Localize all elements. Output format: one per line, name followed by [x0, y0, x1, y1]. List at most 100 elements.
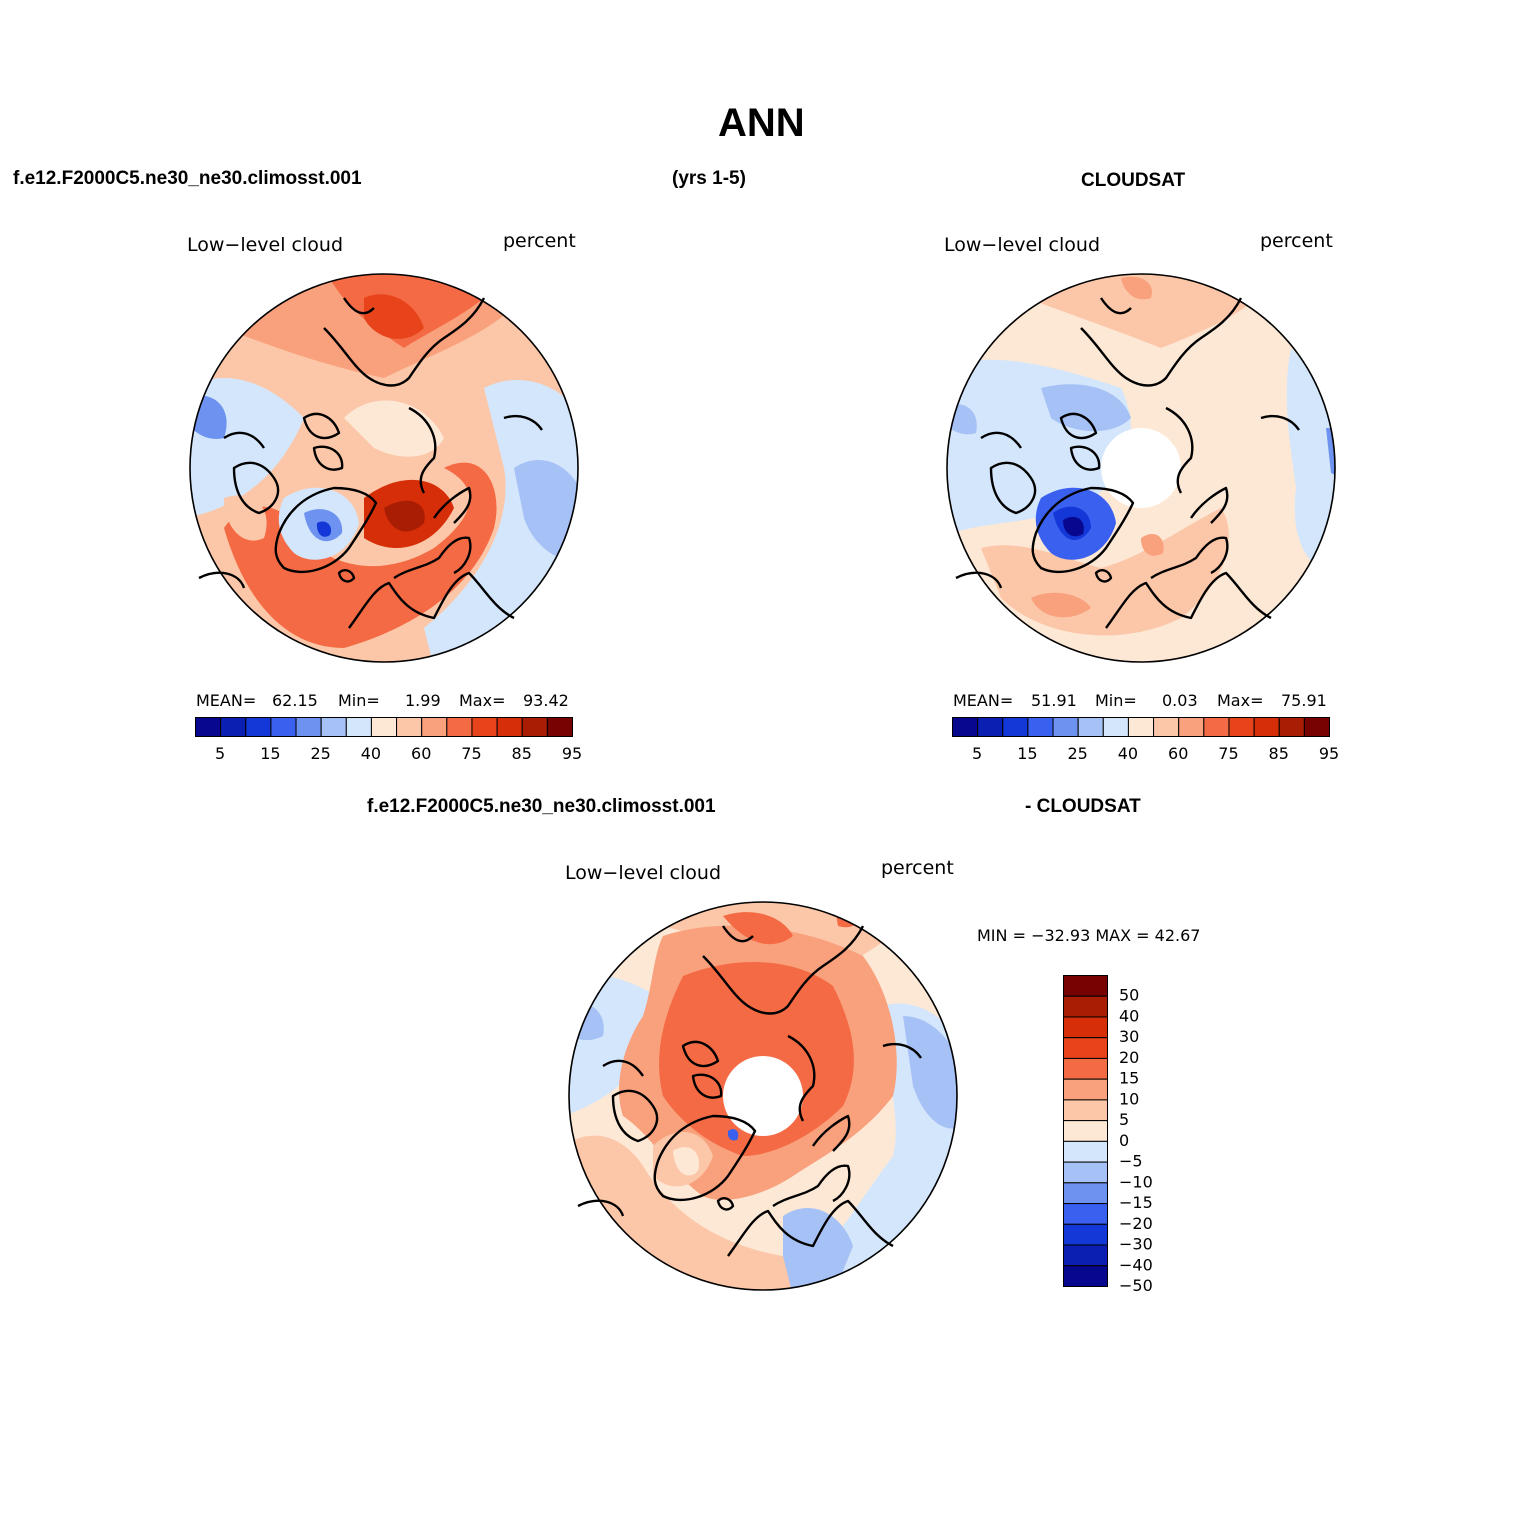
diff-colorbar-swatch	[1063, 1182, 1108, 1205]
diff-colorbar-tick-label: −30	[1119, 1235, 1153, 1254]
model-colorbar-swatch	[195, 717, 222, 737]
obs-colorbar-tick-label: 75	[1218, 744, 1238, 763]
diff-colorbar-tick-label: −40	[1119, 1255, 1153, 1274]
diff-colorbar-swatch	[1063, 975, 1108, 997]
diff-colorbar-swatch	[1063, 1161, 1108, 1184]
obs-colorbar-tick-label: 40	[1118, 744, 1138, 763]
obs-colorbar-swatch	[1127, 717, 1155, 737]
diff-colorbar-tick-label: −15	[1119, 1193, 1153, 1212]
model-colorbar-swatch	[320, 717, 347, 737]
diff-colorbar-tick-label: 30	[1119, 1027, 1139, 1046]
model-colorbar-swatch	[421, 717, 448, 737]
obs-colorbar-tick-label: 95	[1319, 744, 1339, 763]
obs-colorbar-swatch	[1102, 717, 1129, 737]
diff-colorbar-tick-label: −10	[1119, 1172, 1153, 1191]
obs-colorbar: 5 15 25 40 60 75 85 95	[952, 717, 1339, 763]
diff-colorbar-tick-label: −50	[1119, 1276, 1153, 1295]
model-mean-value: 62.15	[272, 691, 318, 710]
obs-polar-map	[946, 273, 1336, 663]
model-colorbar-swatch	[270, 717, 297, 737]
obs-min-value: 0.03	[1162, 691, 1198, 710]
obs-colorbar-swatch	[977, 717, 1004, 737]
diff-colorbar-swatch	[1063, 1140, 1108, 1163]
model-colorbar-swatch	[521, 717, 548, 737]
obs-max-label: Max=	[1217, 691, 1264, 710]
diff-colorbar-tick-label: 15	[1119, 1069, 1139, 1088]
model-colorbar-swatch	[370, 717, 398, 737]
diff-obs-name: - CLOUDSAT	[1025, 796, 1141, 817]
obs-colorbar-tick-label: 15	[1017, 744, 1037, 763]
obs-colorbar-swatch	[1002, 717, 1029, 737]
model-colorbar-swatch	[496, 717, 523, 737]
model-colorbar-swatch	[220, 717, 247, 737]
obs-colorbar-swatch	[1203, 717, 1230, 737]
model-max-value: 93.42	[523, 691, 569, 710]
diff-colorbar-tick-label: 20	[1119, 1048, 1139, 1067]
diff-colorbar-swatch	[1063, 995, 1108, 1018]
obs-mean-value: 51.91	[1031, 691, 1077, 710]
obs-colorbar-swatch	[1303, 717, 1330, 737]
obs-colorbar-swatch	[1253, 717, 1280, 737]
model-colorbar-tick-label: 25	[310, 744, 330, 763]
model-max-label: Max=	[459, 691, 506, 710]
case-name: f.e12.F2000C5.ne30_ne30.climosst.001	[13, 168, 362, 189]
model-colorbar-tick-label: 95	[562, 744, 582, 763]
obs-units-label: percent	[1260, 230, 1333, 252]
model-colorbar-tick-label: 60	[411, 744, 431, 763]
obs-variable-label: Low−level cloud	[944, 234, 1101, 256]
years-label: (yrs 1-5)	[672, 168, 746, 189]
model-colorbar-swatch	[295, 717, 322, 737]
obs-colorbar-swatch	[1077, 717, 1104, 737]
model-colorbar-tick-label: 75	[461, 744, 481, 763]
diff-colorbar-tick-label: 40	[1119, 1006, 1139, 1025]
obs-colorbar-swatch	[1153, 717, 1180, 737]
model-colorbar-swatch	[471, 717, 498, 737]
model-colorbar-tick-label: 5	[215, 744, 225, 763]
model-units-label: percent	[503, 230, 576, 252]
diff-colorbar-swatch	[1063, 1057, 1108, 1080]
obs-min-label: Min=	[1095, 691, 1137, 710]
obs-mean-label: MEAN=	[953, 691, 1014, 710]
diff-colorbar-tick-label: −5	[1119, 1152, 1143, 1171]
obs-colorbar-tick-label: 5	[972, 744, 982, 763]
diff-colorbar-swatch	[1063, 1016, 1108, 1039]
diff-colorbar-tick-label: 5	[1119, 1110, 1129, 1129]
diff-colorbar-swatch	[1063, 1265, 1108, 1287]
obs-colorbar-swatch	[1228, 717, 1255, 737]
diff-colorbar-tick-label: 10	[1119, 1089, 1139, 1108]
obs-name: CLOUDSAT	[1081, 170, 1186, 191]
model-colorbar-swatch	[396, 717, 423, 737]
obs-max-value: 75.91	[1281, 691, 1327, 710]
figure-title: ANN	[718, 101, 805, 145]
model-colorbar-swatch	[245, 717, 272, 737]
diff-colorbar-swatch	[1063, 1244, 1108, 1267]
diff-colorbar-swatch	[1063, 1223, 1108, 1246]
diff-colorbar-swatch	[1063, 1203, 1108, 1225]
obs-colorbar-tick-label: 25	[1067, 744, 1087, 763]
obs-colorbar-swatch	[1278, 717, 1305, 737]
model-colorbar-swatch	[546, 717, 573, 737]
model-colorbar-swatch	[345, 717, 372, 737]
model-variable-label: Low−level cloud	[187, 234, 344, 256]
obs-colorbar-swatch	[1178, 717, 1205, 737]
obs-colorbar-swatch	[952, 717, 979, 737]
diff-minmax: MIN = −32.93 MAX = 42.67	[977, 926, 1201, 945]
obs-colorbar-tick-label: 60	[1168, 744, 1188, 763]
model-colorbar-tick-label: 15	[260, 744, 280, 763]
diff-colorbar-swatch	[1063, 1078, 1108, 1101]
diff-colorbar-swatch	[1063, 1099, 1108, 1122]
diff-units-label: percent	[881, 857, 954, 879]
diff-colorbar-swatch	[1063, 1120, 1108, 1142]
model-colorbar-swatch	[446, 717, 473, 737]
model-mean-label: MEAN=	[196, 691, 257, 710]
model-polar-map	[189, 273, 579, 663]
model-colorbar-tick-label: 85	[512, 744, 532, 763]
diff-colorbar-tick-label: −20	[1119, 1214, 1153, 1233]
diff-polar-map	[568, 901, 958, 1291]
model-colorbar-tick-label: 40	[361, 744, 381, 763]
model-min-value: 1.99	[405, 691, 441, 710]
diff-colorbar-swatch	[1063, 1037, 1108, 1059]
diff-colorbar-tick-label: 0	[1119, 1131, 1129, 1150]
diff-variable-label: Low−level cloud	[565, 862, 722, 884]
